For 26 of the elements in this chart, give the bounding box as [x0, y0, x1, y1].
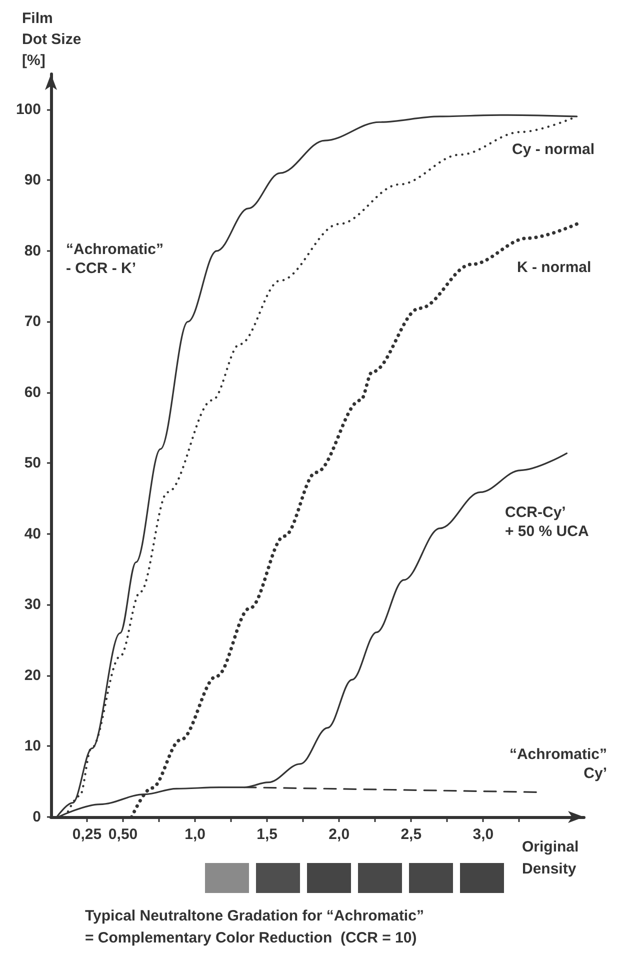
y-tick-label: 70: [24, 313, 41, 330]
y-axis-title: Film Dot Size [%]: [22, 10, 82, 69]
series-label: Cy - normal: [512, 141, 595, 158]
series-label: “Achromatic” Cy’: [509, 746, 607, 782]
x-axis-title: Original Density: [522, 838, 579, 878]
series-label: CCR-Cy’ + 50 % UCA: [505, 504, 589, 540]
y-tick-label: 80: [24, 242, 41, 260]
x-tick-label: 2,0: [328, 826, 350, 843]
y-tick-label: 20: [24, 666, 41, 684]
y-tick-label: 40: [24, 525, 41, 542]
y-tick-label: 0: [32, 808, 41, 826]
y-tick-label: 60: [24, 384, 41, 401]
x-tick-label: 3,0: [472, 826, 494, 843]
y-tick-label: 90: [24, 172, 41, 189]
text: Typical Neutraltone Gradation for “Achromatic” = Complementary Color Reduction (CCR = 10): [85, 908, 424, 946]
y-tick-label: 50: [24, 454, 41, 472]
x-tick-label: 1,5: [256, 826, 278, 843]
x-tick-label: 2,5: [400, 826, 422, 843]
y-tick-label: 100: [16, 100, 41, 118]
x-tick-label: 1,0: [184, 826, 206, 843]
y-tick-label: 10: [24, 738, 41, 755]
y-tick-label: 30: [24, 596, 41, 614]
text: “Achromatic” - CCR - K’: [66, 241, 164, 277]
x-tick-label: 0,50: [108, 826, 138, 843]
x-tick-label: 0,25: [72, 826, 102, 843]
series-label: K - normal: [517, 259, 592, 276]
